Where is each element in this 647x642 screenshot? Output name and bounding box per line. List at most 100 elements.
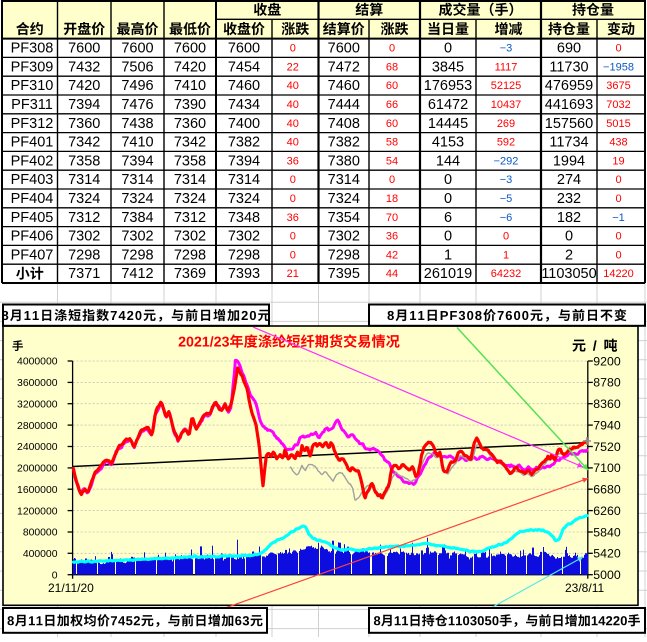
svg-text:7472: 7472 [328,59,360,75]
svg-text:61472: 61472 [428,97,468,113]
svg-text:42: 42 [386,249,398,261]
svg-text:PF401: PF401 [11,135,54,151]
svg-text:7371: 7371 [68,266,100,282]
svg-text:44: 44 [386,268,398,280]
svg-text:66: 66 [386,99,398,111]
svg-text:7298: 7298 [174,247,206,263]
svg-text:7400: 7400 [228,116,260,132]
svg-text:7412: 7412 [121,266,153,282]
svg-text:800000: 800000 [23,528,58,539]
svg-text:7444: 7444 [328,97,360,113]
svg-text:7314: 7314 [228,172,260,188]
svg-text:7496: 7496 [121,78,153,94]
svg-text:18: 18 [386,193,398,205]
svg-text:PF407: PF407 [11,247,54,263]
svg-text:−6: −6 [500,212,513,224]
svg-text:7380: 7380 [328,153,360,169]
svg-text:7420: 7420 [174,59,206,75]
svg-text:269: 269 [497,118,515,130]
svg-text:PF404: PF404 [11,191,54,207]
svg-text:7358: 7358 [174,153,206,169]
svg-text:7410: 7410 [174,78,206,94]
svg-text:5840: 5840 [593,525,621,539]
svg-text:21/11/20: 21/11/20 [48,581,94,595]
svg-text:7298: 7298 [121,247,153,263]
svg-text:7302: 7302 [174,229,206,245]
svg-text:7298: 7298 [68,247,100,263]
svg-text:7314: 7314 [121,172,153,188]
svg-text:3200000: 3200000 [17,399,58,410]
svg-text:PF308: PF308 [11,41,54,57]
svg-text:7940: 7940 [593,418,621,432]
svg-text:PF406: PF406 [11,229,54,245]
svg-text:261019: 261019 [424,266,472,282]
svg-text:7395: 7395 [328,266,360,282]
svg-text:3600000: 3600000 [17,378,58,389]
svg-text:2400000: 2400000 [17,442,58,453]
svg-text:7600: 7600 [228,41,260,57]
svg-text:3845: 3845 [432,59,464,75]
svg-text:7382: 7382 [228,135,260,151]
svg-text:4000000: 4000000 [17,357,58,368]
svg-text:8360: 8360 [593,397,621,411]
svg-text:2800000: 2800000 [17,421,58,432]
svg-text:PF309: PF309 [11,59,54,75]
svg-text:52125: 52125 [491,80,522,92]
svg-text:7302: 7302 [121,229,153,245]
svg-text:7298: 7298 [228,247,260,263]
svg-text:PF405: PF405 [11,210,54,226]
svg-text:7454: 7454 [228,59,260,75]
svg-text:7369: 7369 [174,266,206,282]
svg-text:7600: 7600 [328,41,360,57]
svg-text:64232: 64232 [491,268,522,280]
svg-text:7324: 7324 [228,191,260,207]
svg-text:9200: 9200 [593,354,621,368]
svg-text:10437: 10437 [491,99,522,111]
svg-text:0: 0 [52,570,58,581]
svg-text:7434: 7434 [228,97,260,113]
svg-text:7394: 7394 [121,153,153,169]
svg-text:0: 0 [615,43,621,55]
svg-text:7312: 7312 [68,210,100,226]
svg-text:0: 0 [615,174,621,186]
svg-text:60: 60 [386,80,398,92]
svg-text:6680: 6680 [593,483,621,497]
svg-text:7298: 7298 [328,247,360,263]
svg-text:7432: 7432 [68,59,100,75]
svg-text:7600: 7600 [174,41,206,57]
svg-text:7324: 7324 [121,191,153,207]
svg-text:7420: 7420 [68,78,100,94]
svg-text:7410: 7410 [121,135,153,151]
svg-text:−3: −3 [500,174,513,186]
svg-text:0: 0 [444,191,452,207]
svg-text:144: 144 [436,153,460,169]
svg-text:−5: −5 [500,193,513,205]
svg-text:7302: 7302 [328,229,360,245]
svg-text:36: 36 [287,155,299,167]
svg-text:0: 0 [615,249,621,261]
svg-text:8780: 8780 [593,376,621,390]
svg-text:5420: 5420 [593,547,621,561]
svg-text:0: 0 [290,174,296,186]
svg-text:60: 60 [386,118,398,130]
svg-text:7342: 7342 [68,135,100,151]
svg-text:400000: 400000 [23,549,58,560]
svg-text:438: 438 [609,137,627,149]
svg-text:7314: 7314 [328,172,360,188]
svg-text:0: 0 [444,41,452,57]
svg-text:23/8/11: 23/8/11 [565,581,604,595]
svg-text:PF403: PF403 [11,172,54,188]
svg-text:PF402: PF402 [11,153,54,169]
svg-text:1: 1 [444,247,452,263]
svg-text:PF310: PF310 [11,78,54,94]
svg-text:7460: 7460 [328,78,360,94]
svg-text:7394: 7394 [228,153,260,169]
svg-text:5015: 5015 [606,118,630,130]
svg-text:7360: 7360 [68,116,100,132]
svg-text:11730: 11730 [549,59,588,75]
svg-text:2: 2 [565,247,573,263]
svg-text:0: 0 [290,249,296,261]
svg-text:0: 0 [444,229,452,245]
svg-text:7324: 7324 [328,191,360,207]
svg-text:−1958: −1958 [603,61,634,73]
